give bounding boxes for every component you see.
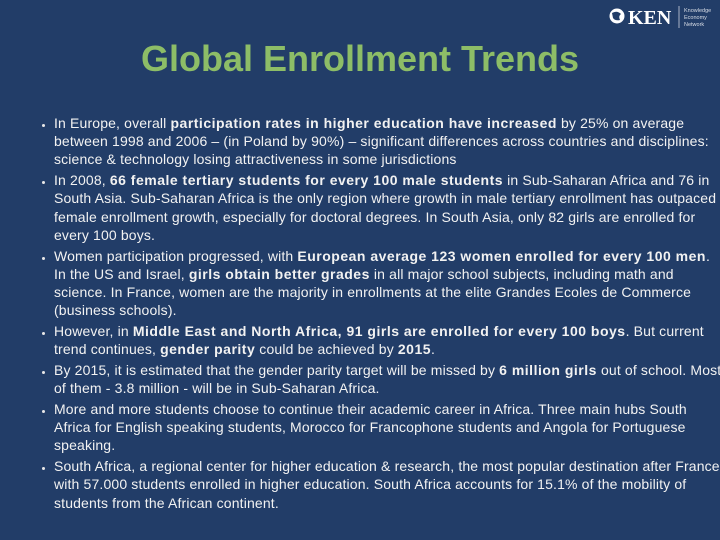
text: in all major school subjects, including … <box>54 265 692 319</box>
text: By 2015, it is estimated that the gender… <box>54 362 500 379</box>
bold-text: 6 million girls <box>499 362 597 379</box>
text: out of school. Most of them - 3.8 millio… <box>54 362 720 397</box>
text: Women participation progressed, with <box>54 247 298 264</box>
text: by 25% on average between 1998 and 2006 … <box>54 115 709 168</box>
text: could be achieved by <box>255 341 398 358</box>
logo-tagline: Economy <box>684 15 707 21</box>
bold-text: 2015 <box>397 341 432 358</box>
logo-globe-land <box>612 11 621 21</box>
bullet: In Europe, overall participation rates i… <box>54 114 720 169</box>
text: In 2008, <box>54 172 110 189</box>
bold-text: participation rates in higher education … <box>170 115 557 131</box>
logo: KEN Knowledge Economy Network <box>609 6 711 29</box>
title: Global Enrollment Trends <box>140 38 580 79</box>
logo-tagline: Network <box>684 22 704 28</box>
text: More and more students choose to continu… <box>54 401 687 454</box>
text: . In the US and Israel, <box>54 247 711 282</box>
bold-text: Middle East and North Africa, 91 girls a… <box>132 323 626 340</box>
text: . <box>431 341 436 358</box>
bold-text: girls obtain better grades <box>188 265 370 282</box>
logo-tagline: Knowledge <box>684 8 711 14</box>
text: South Africa, a regional center for high… <box>54 458 720 511</box>
bullet: Women participation progressed, with Eur… <box>54 247 720 320</box>
text: in Sub-Saharan Africa and 76 in South As… <box>54 172 717 243</box>
bold-text: gender parity <box>160 341 256 358</box>
bullet: More and more students choose to continu… <box>54 400 720 455</box>
bullet: By 2015, it is estimated that the gender… <box>54 361 720 397</box>
bullet: South Africa, a regional center for high… <box>54 457 720 512</box>
logo-name: KEN <box>628 7 672 29</box>
bold-text: 66 female tertiary students for every 10… <box>109 172 504 189</box>
text: . But current trend continues, <box>54 323 704 358</box>
text: However, in <box>54 323 133 340</box>
bullet: In 2008, 66 female tertiary students for… <box>54 171 720 244</box>
text: In Europe, overall <box>54 115 171 131</box>
bullet-list: In Europe, overall participation rates i… <box>26 114 720 514</box>
bullet: However, in Middle East and North Africa… <box>54 322 720 358</box>
bold-text: European average 123 women enrolled for … <box>297 247 706 264</box>
